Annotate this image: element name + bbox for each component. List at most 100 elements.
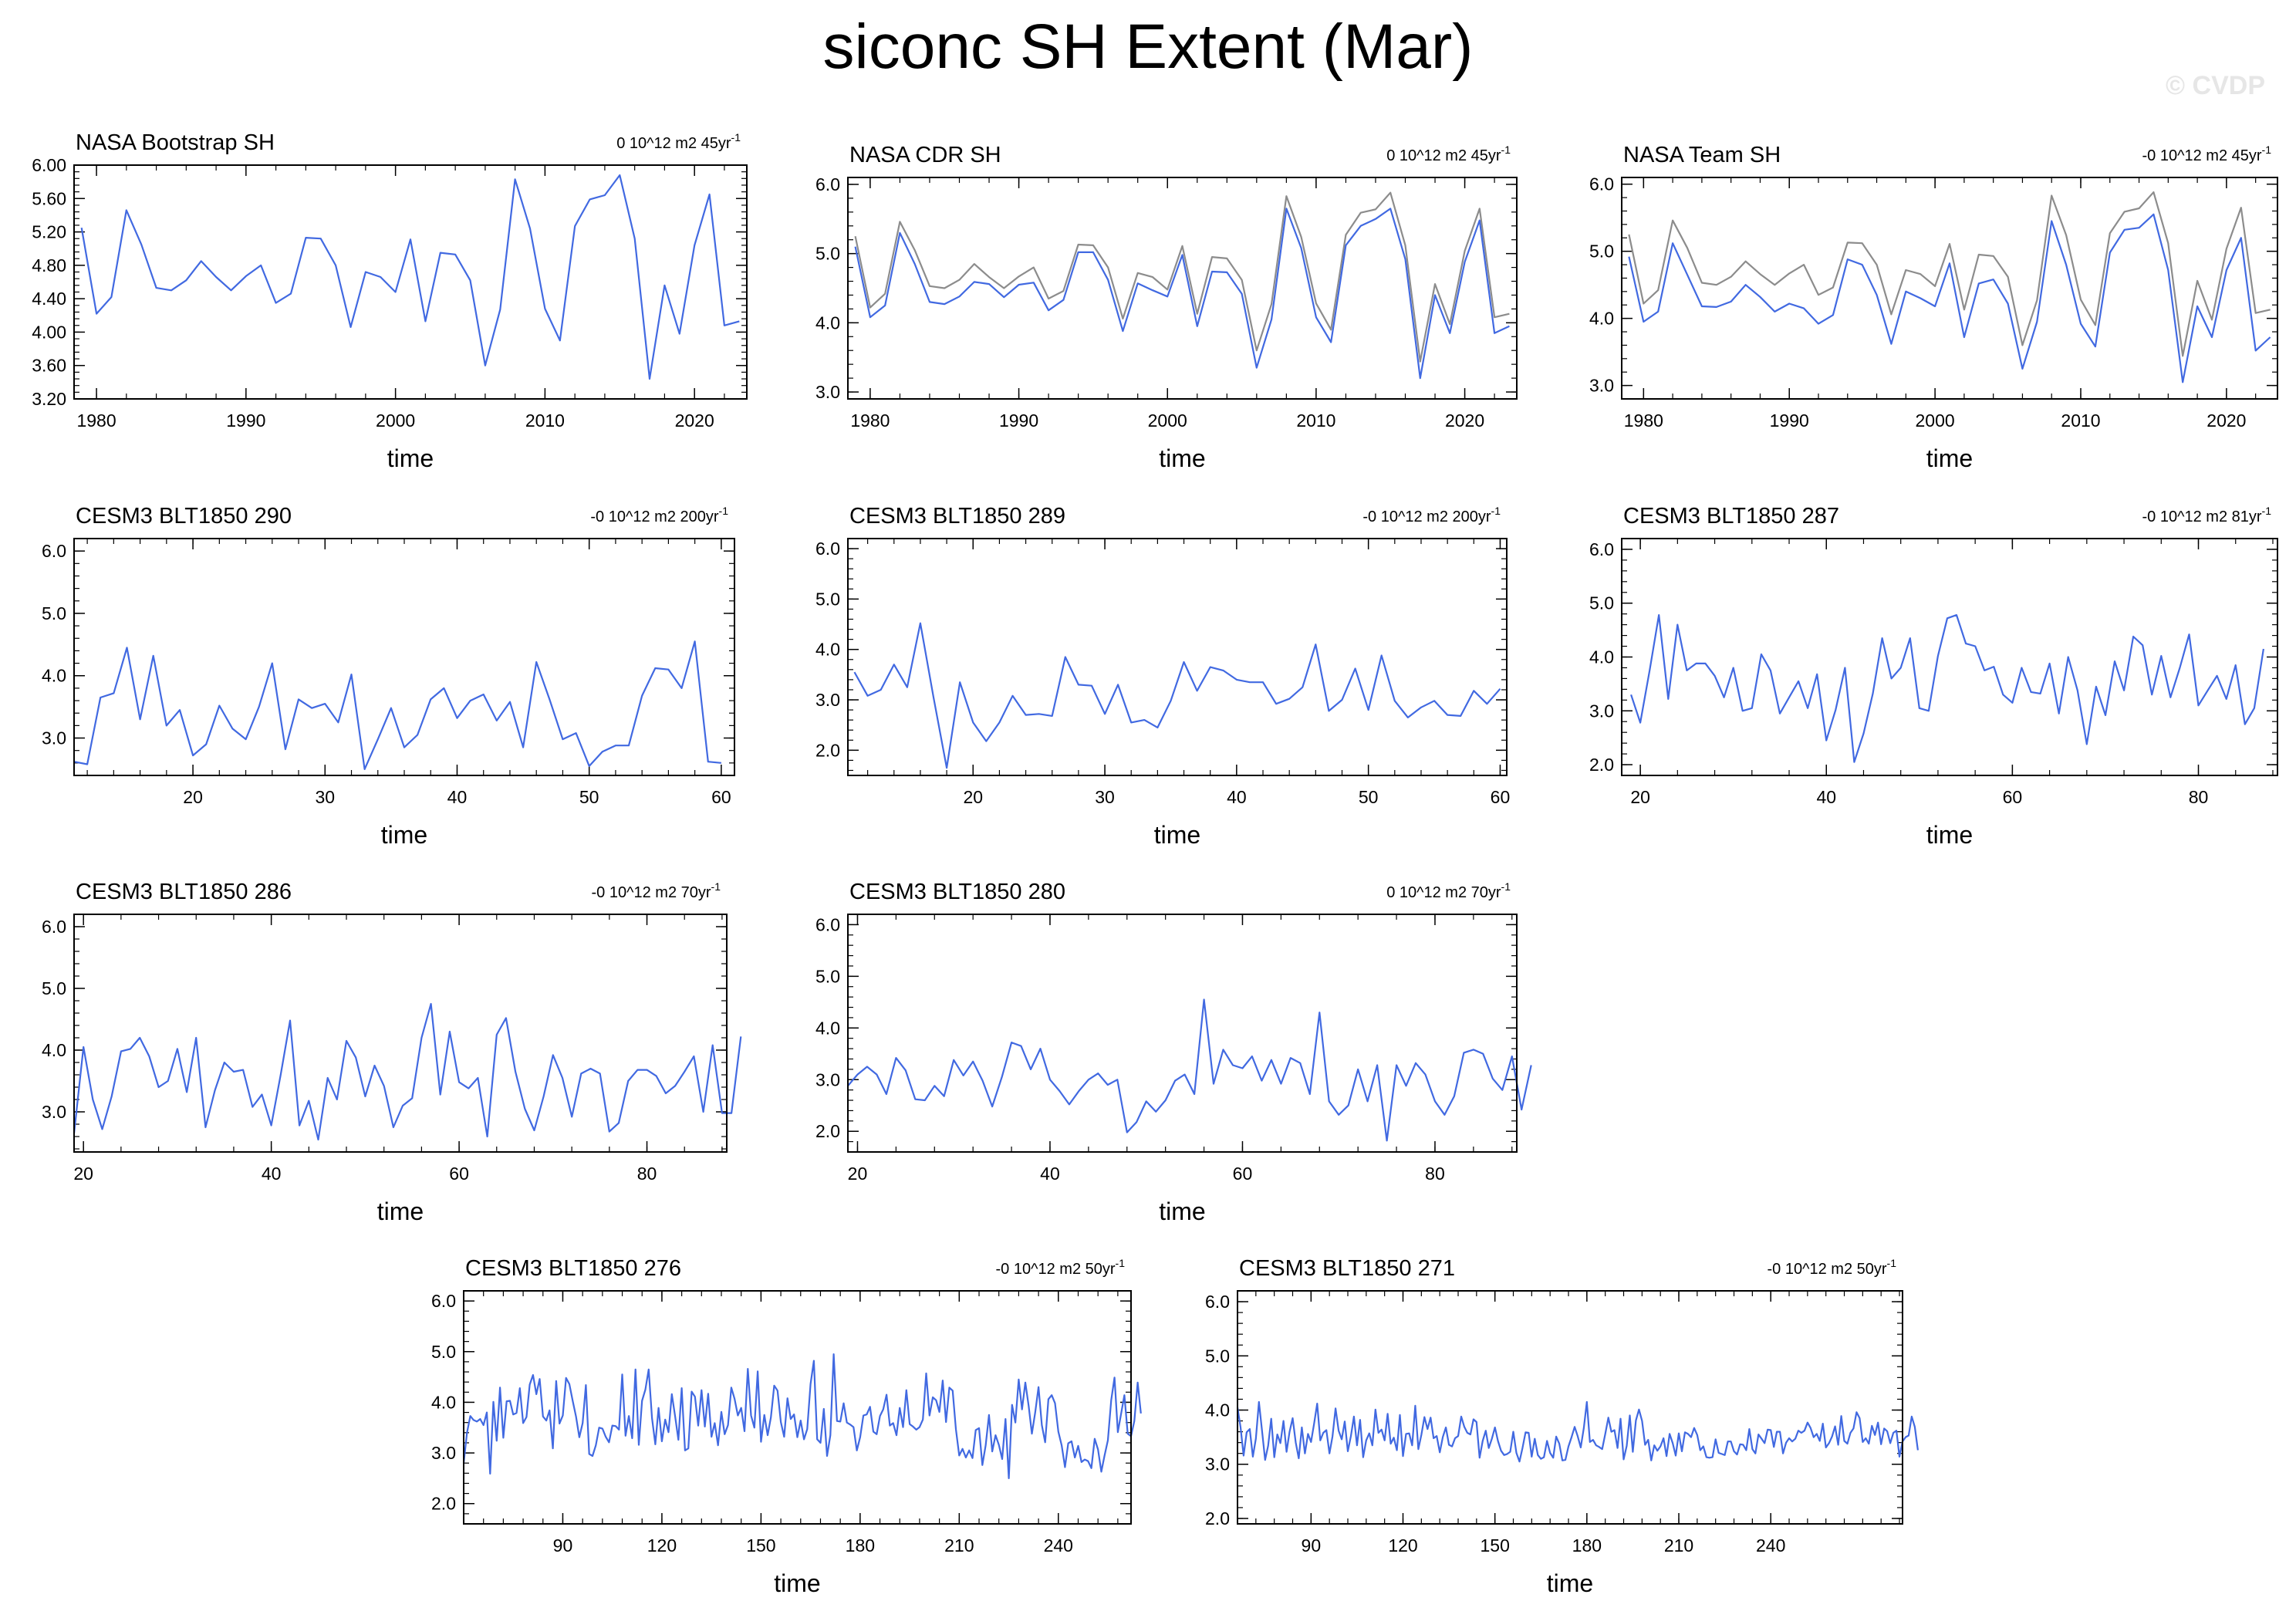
panel-title: CESM3 BLT1850 289 <box>849 504 1065 529</box>
x-tick-label: 20 <box>848 1164 868 1184</box>
x-tick-label: 180 <box>846 1535 875 1556</box>
y-tick-label: 3.0 <box>1205 1454 1230 1474</box>
chart-panel-1: NASA Bootstrap SH 0 10^12 m2 45yr-1 3.20 3.… <box>32 130 748 472</box>
x-tick-label: 90 <box>1302 1535 1322 1556</box>
panel-title: CESM3 BLT1850 287 <box>1623 504 1839 529</box>
series-line-primary <box>73 640 722 771</box>
y-tick-label: 6.0 <box>431 1291 456 1311</box>
x-tick-label: 2020 <box>675 410 714 431</box>
x-tick-label: 120 <box>647 1535 677 1556</box>
x-tick-label: 2020 <box>1445 410 1484 431</box>
x-tick-label: 40 <box>1040 1164 1060 1184</box>
x-tick-label: 210 <box>1664 1535 1693 1556</box>
x-axis-label: time <box>1159 1197 1205 1225</box>
x-tick-label: 80 <box>637 1164 657 1184</box>
page-title: siconc SH Extent (Mar) <box>822 12 1474 82</box>
chart-panel-8: CESM3 BLT1850 280 0 10^12 m2 70yr-1 2.0 3.0… <box>815 880 1532 1225</box>
y-tick-label: 6.0 <box>1205 1292 1230 1312</box>
x-tick-label: 50 <box>1359 787 1379 807</box>
y-tick-label: 4.00 <box>32 322 66 342</box>
x-tick-label: 1990 <box>999 410 1038 431</box>
x-tick-label: 240 <box>1044 1535 1073 1556</box>
panel-title: NASA Bootstrap SH <box>76 130 275 155</box>
plot-frame <box>463 1290 1132 1525</box>
y-tick-label: 2.0 <box>431 1494 456 1514</box>
series-line-primary <box>73 1002 742 1141</box>
y-tick-label: 6.0 <box>1589 174 1614 194</box>
panel-title: CESM3 BLT1850 280 <box>849 880 1065 904</box>
x-axis-label: time <box>1159 444 1205 472</box>
series-line-primary <box>1630 613 2264 763</box>
chart-panel-3: NASA Team SH -0 10^12 m2 45yr-1 3.0 4.0 5.0 6… <box>1589 143 2278 472</box>
x-tick-label: 60 <box>2003 787 2023 807</box>
x-tick-label: 80 <box>1425 1164 1445 1184</box>
x-axis-label: time <box>1547 1569 1593 1597</box>
trend-label: -0 10^12 m2 70yr-1 <box>592 880 721 901</box>
x-tick-label: 2010 <box>525 410 565 431</box>
y-tick-label: 6.0 <box>1589 539 1614 559</box>
x-tick-label: 2000 <box>1148 410 1187 431</box>
chart-panel-4: CESM3 BLT1850 290 -0 10^12 m2 200yr-1 3.0 4… <box>42 504 735 849</box>
trend-label: -0 10^12 m2 50yr-1 <box>1768 1257 1897 1278</box>
plot-frame <box>1621 538 2278 776</box>
y-tick-label: 3.0 <box>1589 376 1614 396</box>
x-axis-label: time <box>774 1569 820 1597</box>
y-tick-label: 6.00 <box>32 155 66 175</box>
y-tick-label: 5.60 <box>32 188 66 208</box>
plot-frame <box>73 914 728 1153</box>
y-tick-label: 4.0 <box>431 1392 456 1412</box>
x-tick-label: 90 <box>553 1535 573 1556</box>
x-tick-label: 20 <box>73 1164 93 1184</box>
series-line-primary <box>853 622 1501 769</box>
plot-frame <box>847 177 1518 400</box>
chart-panel-10: CESM3 BLT1850 271 -0 10^12 m2 50yr-1 2.0 3.… <box>1205 1256 1919 1597</box>
y-tick-label: 3.20 <box>32 389 66 409</box>
chart-panel-7: CESM3 BLT1850 286 -0 10^12 m2 70yr-1 3.0 4.… <box>42 880 742 1225</box>
panel-title: NASA Team SH <box>1623 143 1781 167</box>
y-tick-label: 5.20 <box>32 222 66 242</box>
x-tick-label: 2010 <box>1296 410 1335 431</box>
trend-label: 0 10^12 m2 45yr-1 <box>616 131 741 152</box>
x-tick-label: 30 <box>315 787 335 807</box>
x-tick-label: 20 <box>963 787 983 807</box>
x-tick-label: 20 <box>1630 787 1650 807</box>
x-tick-label: 40 <box>1227 787 1247 807</box>
x-tick-label: 2000 <box>376 410 415 431</box>
x-tick-label: 80 <box>2189 787 2209 807</box>
trend-label: -0 10^12 m2 81yr-1 <box>2142 505 2272 525</box>
cvdp-watermark: © CVDP <box>2166 71 2265 100</box>
y-tick-label: 6.0 <box>815 539 840 559</box>
x-tick-label: 1990 <box>226 410 265 431</box>
x-tick-label: 2010 <box>2061 410 2100 431</box>
plot-frame <box>847 538 1508 776</box>
y-tick-label: 5.0 <box>431 1342 456 1362</box>
y-tick-label: 2.0 <box>1205 1508 1230 1528</box>
series-line-primary <box>847 998 1532 1142</box>
trend-label: 0 10^12 m2 70yr-1 <box>1386 880 1511 901</box>
x-tick-label: 2000 <box>1916 410 1955 431</box>
panel-title: CESM3 BLT1850 276 <box>465 1256 681 1281</box>
y-tick-label: 4.0 <box>1589 647 1614 667</box>
trend-label: 0 10^12 m2 45yr-1 <box>1386 144 1511 164</box>
series-line-reference <box>854 191 1510 363</box>
x-tick-label: 60 <box>1233 1164 1253 1184</box>
y-tick-label: 6.0 <box>815 914 840 934</box>
chart-panel-2: NASA CDR SH 0 10^12 m2 45yr-1 3.0 4.0 5.0 6.0… <box>815 143 1518 472</box>
x-tick-label: 2020 <box>2207 410 2246 431</box>
y-tick-label: 3.0 <box>42 1102 66 1122</box>
series-line-primary <box>1236 1400 1919 1463</box>
y-tick-label: 5.0 <box>42 978 66 998</box>
y-tick-label: 5.0 <box>1589 242 1614 262</box>
y-tick-label: 5.0 <box>815 244 840 264</box>
y-tick-label: 4.0 <box>815 1018 840 1038</box>
y-tick-label: 5.0 <box>815 589 840 609</box>
x-tick-label: 20 <box>183 787 203 807</box>
y-tick-label: 3.0 <box>1589 701 1614 721</box>
y-tick-label: 4.0 <box>1589 309 1614 329</box>
x-tick-label: 60 <box>711 787 731 807</box>
x-tick-label: 240 <box>1756 1535 1785 1556</box>
y-tick-label: 3.0 <box>815 690 840 710</box>
plot-frame <box>73 538 735 776</box>
y-tick-label: 3.0 <box>815 1069 840 1089</box>
